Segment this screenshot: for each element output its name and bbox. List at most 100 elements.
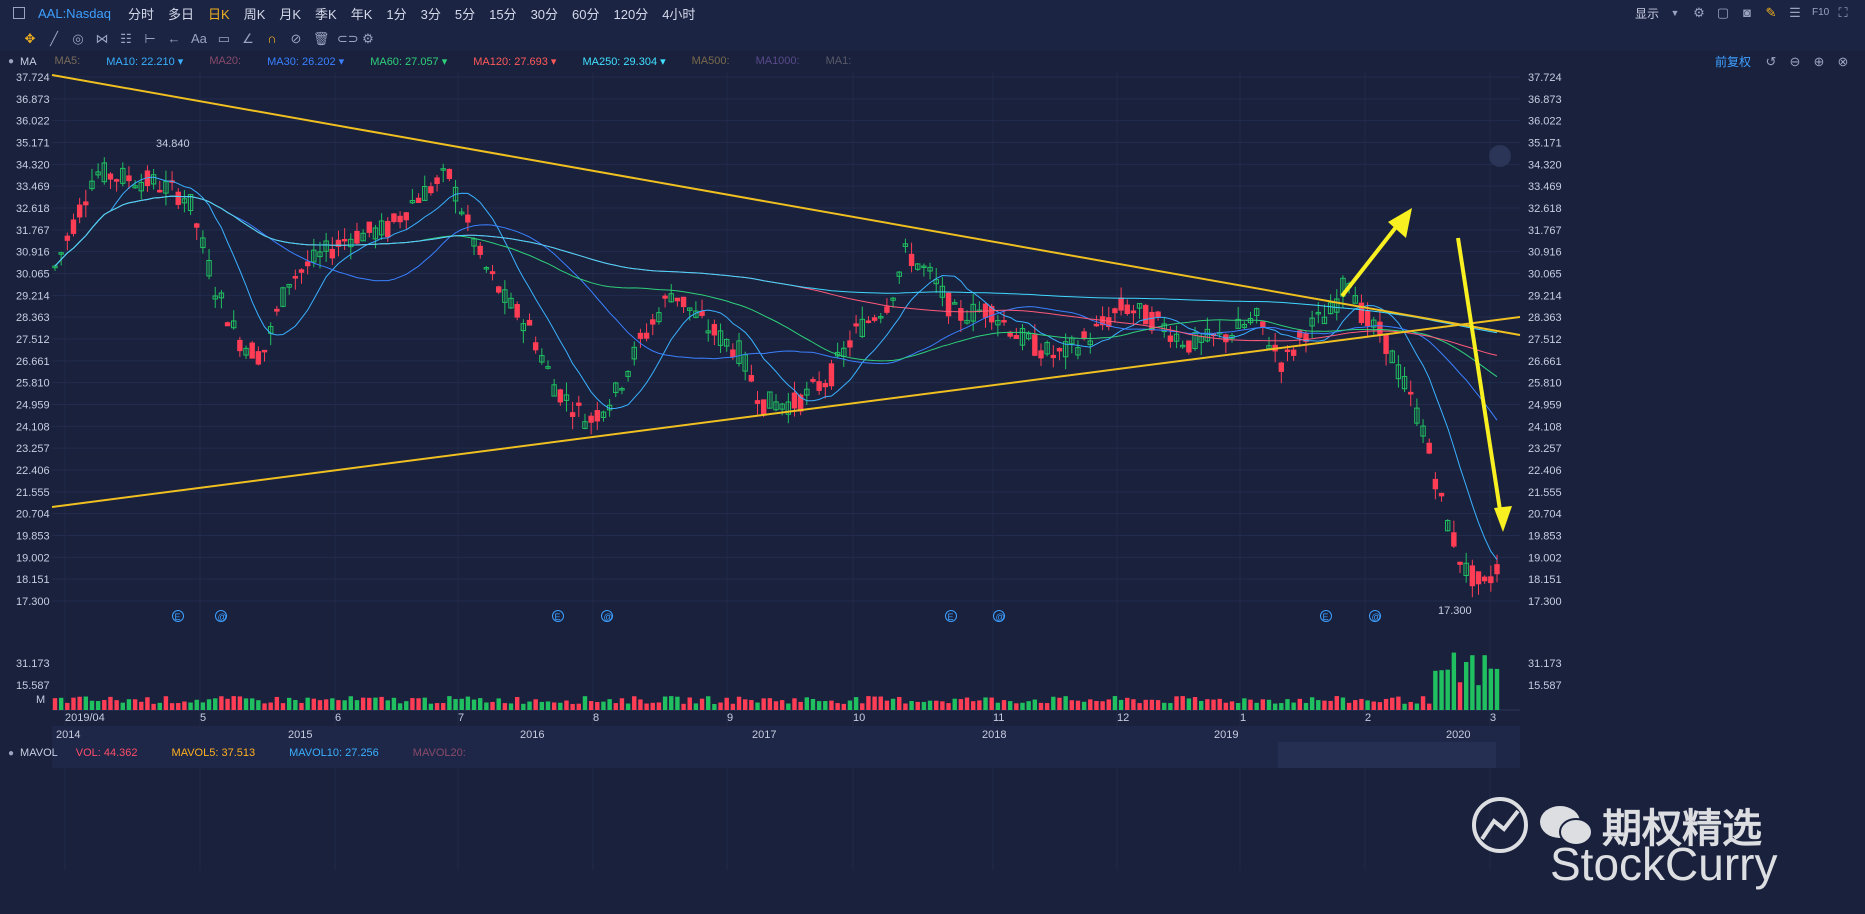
overview-selection[interactable]	[1278, 742, 1496, 768]
price-chart[interactable]: 37.724 37.724 36.873 36.873 36.022 36.022 35.1…	[0, 72, 1865, 914]
collapse-icon[interactable]: ●	[8, 747, 15, 759]
timeframe-tab[interactable]: 30分	[530, 6, 559, 22]
timeframe-tab[interactable]: 120分	[613, 6, 649, 22]
volume-legend-item[interactable]: MAVOL5: 37.513	[171, 747, 256, 759]
ma-legend-item[interactable]: MA30: 26.202 ▾	[267, 56, 345, 68]
ma-legend-item[interactable]: MA5:	[54, 55, 81, 67]
event-marker-icon[interactable]	[552, 610, 564, 622]
timeframe-tab[interactable]: 多日	[168, 6, 195, 22]
candle-body	[1358, 302, 1365, 324]
ma-indicator-label[interactable]: MA	[20, 55, 37, 68]
candle-body	[970, 303, 976, 322]
shape-tool-icon[interactable]: ◎	[72, 30, 84, 46]
candle-body	[360, 232, 366, 242]
ma-legend-item[interactable]: MA500:	[691, 55, 730, 67]
event-marker-icon[interactable]	[215, 610, 227, 622]
event-marker-icon[interactable]	[993, 610, 1005, 622]
timeframe-tab[interactable]: 15分	[489, 6, 517, 22]
ma-legend-item[interactable]: MA10: 22.210 ▾	[106, 56, 184, 68]
timeframe-tab[interactable]: 分时	[128, 6, 155, 22]
wechat-icon	[1540, 806, 1593, 846]
ma-legend: ● MA MA5: MA10: 22.210 ▾ MA20: MA30: 26.202…	[0, 51, 1865, 72]
overview-navigator[interactable]	[52, 726, 1520, 768]
event-marker-icon[interactable]	[1369, 610, 1381, 622]
arrow-down-head[interactable]	[1494, 506, 1512, 532]
link-icon[interactable]: ⊂⊃	[336, 30, 359, 46]
volume-bar	[786, 703, 791, 710]
line-tool-icon[interactable]: ╱	[50, 30, 58, 46]
candle-body	[249, 342, 255, 359]
volume-bar	[810, 698, 816, 710]
fullscreen-icon[interactable]: ⛶	[1838, 5, 1848, 20]
lines-icon[interactable]: ☰	[1789, 5, 1801, 20]
volume-legend-item[interactable]: VOL: 44.362	[75, 747, 138, 759]
arrow-down-shaft[interactable]	[1456, 237, 1502, 511]
comment-icon[interactable]: ▭	[217, 30, 231, 46]
volume-bar	[601, 701, 606, 710]
timeframe-tab[interactable]: 3分	[420, 6, 441, 22]
pattern-tool-icon[interactable]: ⋈	[95, 30, 109, 46]
measure-tool-icon[interactable]: ⊢	[144, 30, 156, 46]
plus-icon[interactable]: ⊕	[1813, 53, 1825, 69]
ma-legend-item[interactable]: MA1:	[825, 55, 852, 67]
arrow-up-shaft[interactable]	[1340, 220, 1402, 298]
reset-icon[interactable]: ↺	[1765, 53, 1777, 69]
timeframe-tab[interactable]: 1分	[386, 6, 407, 22]
text-tool-icon[interactable]: Aa	[191, 30, 207, 46]
display-menu[interactable]: 显示	[1634, 6, 1659, 21]
event-marker-icon[interactable]	[172, 610, 184, 622]
square-icon[interactable]: ▢	[1716, 5, 1730, 20]
timeframe-tab[interactable]: 周K	[243, 6, 266, 22]
timeframe-tab[interactable]: 年K	[350, 6, 373, 22]
hide-icon[interactable]: ⊘	[290, 30, 302, 46]
volume-bar	[761, 698, 766, 710]
candle-body	[699, 311, 705, 316]
volume-legend-item[interactable]: MAVOL10: 27.256	[289, 747, 379, 759]
f10-icon[interactable]: F10	[1812, 7, 1830, 18]
timeframe-tab[interactable]: 4小时	[662, 6, 696, 22]
camera-icon[interactable]: ◙	[1743, 5, 1751, 20]
ruler-icon[interactable]: ∠	[242, 30, 254, 46]
close-icon[interactable]: ⊗	[1837, 53, 1849, 69]
trendline-upper[interactable]	[51, 74, 1521, 336]
trendline-lower[interactable]	[51, 316, 1521, 508]
timeframe-tab[interactable]: 日K	[208, 6, 230, 22]
forward-button-icon[interactable]	[1489, 145, 1511, 167]
volume-bar	[1470, 655, 1475, 710]
collapse-icon[interactable]: ●	[8, 56, 15, 67]
ma-legend-item[interactable]: MA250: 29.304 ▾	[582, 56, 666, 68]
event-marker-icon[interactable]	[945, 610, 957, 622]
arrow-tool-icon[interactable]: ←	[167, 30, 181, 46]
ma-legend-item[interactable]: MA60: 27.057 ▾	[370, 56, 448, 68]
adjust-label[interactable]: 前复权	[1714, 55, 1751, 69]
event-marker-icon[interactable]	[1320, 610, 1332, 622]
ma-legend-item[interactable]: MA120: 27.693 ▾	[473, 56, 557, 68]
magnet-icon[interactable]: ∩	[267, 30, 277, 46]
ma-legend-item[interactable]: MA1000:	[755, 55, 800, 67]
event-marker-icon[interactable]	[601, 610, 613, 622]
candle-body	[194, 223, 200, 228]
volume-bar	[866, 696, 871, 710]
timeframe-tab[interactable]: 季K	[315, 6, 337, 22]
candle-body	[255, 351, 262, 365]
candle-body	[619, 388, 625, 391]
gear-icon[interactable]: ⚙	[1693, 5, 1705, 20]
minus-icon[interactable]: ⊖	[1789, 53, 1801, 69]
trash-icon[interactable]: 🗑	[312, 30, 330, 46]
volume-legend-item[interactable]: MAVOL20:	[412, 747, 466, 759]
timeframe-tab[interactable]: 5分	[454, 6, 476, 22]
price-tick-right: 19.853	[1528, 531, 1562, 543]
layout-icon[interactable]	[13, 7, 25, 19]
pen-icon[interactable]: ✎	[1765, 5, 1777, 20]
ma-legend-item[interactable]: MA20:	[209, 55, 242, 67]
timeframe-tab[interactable]: 月K	[279, 6, 302, 22]
move-icon[interactable]: ✥	[24, 30, 36, 46]
timeframe-tab[interactable]: 60分	[572, 6, 600, 22]
settings-icon[interactable]: ⚙	[362, 30, 374, 46]
symbol-label[interactable]: AAL:Nasdaq	[38, 5, 111, 21]
fib-tool-icon[interactable]: ☷	[120, 30, 132, 46]
candle-body	[1056, 348, 1063, 352]
chevron-down-icon[interactable]: ▼	[1670, 8, 1680, 18]
arrow-up-head[interactable]	[1388, 208, 1412, 238]
volume-indicator-label[interactable]: MAVOL	[20, 747, 58, 759]
